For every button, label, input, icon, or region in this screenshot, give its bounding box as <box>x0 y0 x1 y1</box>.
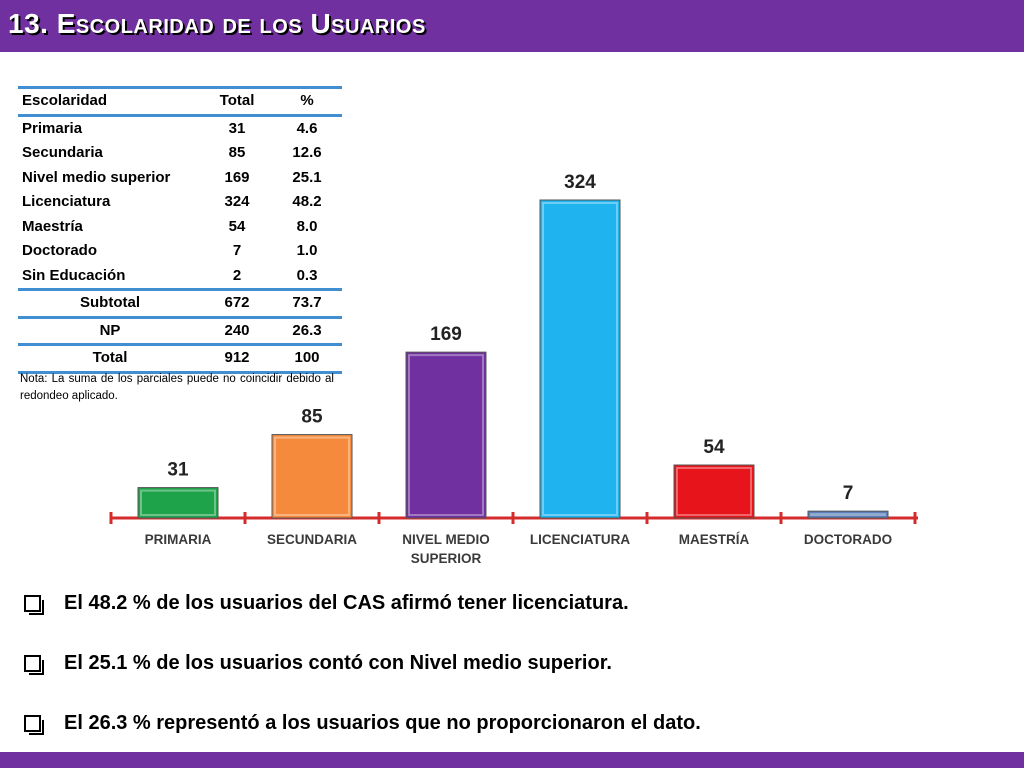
row-label: Doctorado <box>22 242 97 259</box>
bar-value-label: 54 <box>703 437 725 458</box>
row-label: Subtotal <box>18 288 202 317</box>
table-header-row: Escolaridad Total % <box>18 86 342 117</box>
category-label: SECUNDARIA <box>267 532 357 547</box>
bar-bevel <box>810 513 886 517</box>
bar-value-label: 7 <box>843 483 854 504</box>
row-label: Primaria <box>22 119 83 137</box>
bar-value-label: 324 <box>564 172 596 193</box>
row-percent: 48.2 <box>292 193 322 210</box>
row-label: Total <box>18 343 202 374</box>
column-header: Escolaridad <box>18 86 202 117</box>
checkbox-bullet-icon <box>24 655 44 675</box>
table-row: Doctorado 7 1.0 <box>18 239 342 264</box>
bar <box>539 199 621 519</box>
bar <box>405 351 487 519</box>
row-total: 31 <box>228 119 246 137</box>
page-title: 13. Escolaridad de los Usuarios <box>8 8 426 39</box>
bullet-list: El 48.2 % de los usuarios del CAS afirmó… <box>24 588 1014 768</box>
bar <box>271 434 353 519</box>
bullet-text: El 48.2 % de los usuarios del CAS afirmó… <box>64 592 629 614</box>
category-label: SUPERIOR <box>411 551 482 566</box>
table-row: Secundaria 85 12.6 <box>18 141 342 166</box>
bar-bevel <box>140 489 216 516</box>
checkbox-bullet-icon <box>24 595 44 615</box>
row-percent: 12.6 <box>292 144 322 161</box>
bar-value-label: 85 <box>301 407 323 428</box>
row-percent: 25.1 <box>292 168 322 186</box>
row-percent: 4.6 <box>296 119 318 137</box>
row-label: Licenciatura <box>22 193 111 210</box>
bar <box>807 510 889 519</box>
row-label: Maestría <box>22 217 83 235</box>
table-note: Nota: La suma de los parciales puede no … <box>20 373 334 402</box>
category-label: NIVEL MEDIO <box>402 532 490 547</box>
bullet-item: El 26.3 % representó a los usuarios que … <box>24 708 1014 738</box>
bar <box>137 487 219 519</box>
table-row: Primaria 31 4.6 <box>18 115 342 141</box>
bar-bevel <box>676 467 752 516</box>
category-label: LICENCIATURA <box>530 532 630 547</box>
bar-bevel <box>542 202 618 516</box>
row-total: 7 <box>232 242 242 259</box>
category-label: PRIMARIA <box>145 532 212 547</box>
table-row: Maestría 54 8.0 <box>18 215 342 240</box>
column-header: Total <box>202 86 272 117</box>
row-label: Secundaria <box>22 144 103 161</box>
table-row: Nivel medio superior 169 25.1 <box>18 166 342 191</box>
bullet-text: El 26.3 % representó a los usuarios que … <box>64 712 701 734</box>
schooling-table: Escolaridad Total % Primaria 31 4.6 Secunda… <box>18 86 342 374</box>
row-percent: 1.0 <box>296 242 318 259</box>
table-row: Sin Educación 2 0.3 <box>18 264 342 290</box>
bullet-item: El 48.2 % de los usuarios del CAS afirmó… <box>24 588 1014 618</box>
checkbox-bullet-icon <box>24 715 44 735</box>
footer-bar <box>0 752 1024 768</box>
row-total: 169 <box>224 168 250 186</box>
table-row: Licenciatura 324 48.2 <box>18 190 342 215</box>
bar-value-label: 31 <box>167 460 189 481</box>
row-percent: 26.3 <box>272 315 342 345</box>
bar-value-label: 169 <box>430 324 462 345</box>
category-label: MAESTRÍA <box>679 532 750 547</box>
bullet-text: El 25.1 % de los usuarios contó con Nive… <box>64 652 612 674</box>
row-total: 240 <box>202 315 272 345</box>
bar-bevel <box>408 354 484 516</box>
row-total: 672 <box>202 288 272 317</box>
row-label: Sin Educación <box>22 266 126 284</box>
bar-bevel <box>274 436 350 516</box>
table-row: Total 912 100 <box>18 343 342 374</box>
bar-chart: 31 PRIMARIA 85 SECUNDARIA 169 NIVEL MEDIO SUPE… <box>109 172 918 566</box>
row-total: 324 <box>224 193 250 210</box>
bar <box>673 464 755 519</box>
row-total: 85 <box>228 144 246 161</box>
row-percent: 0.3 <box>296 266 318 284</box>
category-label: DOCTORADO <box>804 532 892 547</box>
row-percent: 8.0 <box>296 217 318 235</box>
row-percent: 73.7 <box>272 288 342 317</box>
row-total: 912 <box>202 343 272 374</box>
title-bar: 13. Escolaridad de los Usuarios <box>0 0 1024 52</box>
row-percent: 100 <box>272 343 342 374</box>
bullet-item: El 25.1 % de los usuarios contó con Nive… <box>24 648 1014 678</box>
row-label: Nivel medio superior <box>22 168 171 186</box>
row-total: 54 <box>228 217 246 235</box>
row-label: NP <box>18 315 202 345</box>
table-row: Subtotal 672 73.7 <box>18 288 342 317</box>
column-header: % <box>272 86 342 117</box>
table-row: NP 240 26.3 <box>18 315 342 345</box>
row-total: 2 <box>232 266 242 284</box>
